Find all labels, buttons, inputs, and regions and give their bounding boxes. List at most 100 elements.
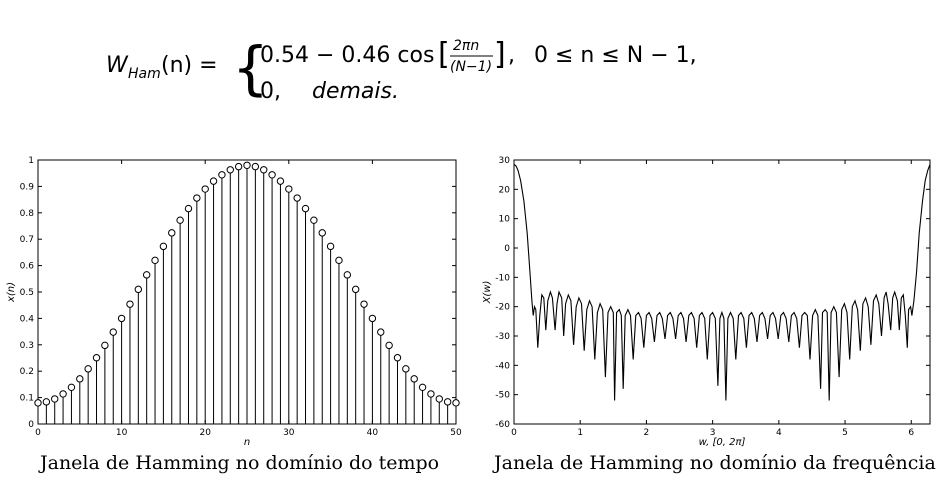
time-domain-chart: 0 10 20 30 40 50 0 0.1 0.2 0.3 0.4 0.5 0.6 0.7 0.8 0.9 1… (6, 156, 462, 448)
formula-case2-cond: demais. (312, 79, 399, 104)
formula-bracket-left: [ (438, 37, 450, 72)
stem-marker (368, 314, 377, 323)
left-ytick-label: 0.9 (20, 182, 35, 192)
stem-marker (42, 398, 51, 406)
left-xtick-label: 0 (35, 428, 41, 438)
stem-marker (285, 185, 293, 193)
caption-frequency-domain: Janela de Hamming no domínio da frequênc… (494, 452, 936, 474)
stem-marker (310, 216, 318, 224)
right-ytick-label: 10 (499, 215, 511, 225)
left-ytick-label: 0.3 (20, 341, 34, 351)
left-ytick-label: 1 (28, 156, 34, 166)
hamming-formula: W Ham (n) = { 0.54 − 0.46 cos [ 2πn (N−1… (106, 34, 697, 104)
stem-marker (243, 161, 251, 169)
right-ytick-label: 30 (499, 156, 511, 166)
stem-marker (84, 365, 92, 373)
stem-marker (293, 194, 301, 202)
formula-case2-expr: 0, (260, 79, 281, 104)
stem-marker (51, 395, 59, 403)
stem-marker (318, 229, 326, 237)
right-xtick-label: 6 (908, 428, 914, 438)
stem-marker (268, 171, 276, 179)
stem-marker (335, 256, 343, 265)
right-ylabel: X(w) (482, 281, 493, 305)
right-ytick-label: -30 (495, 332, 510, 342)
formula-bracket-right: ] (494, 37, 506, 72)
formula-lhs-arg: (n) = (161, 53, 218, 78)
stem-marker (201, 185, 209, 193)
stem-marker (452, 399, 460, 407)
stem-marker (385, 341, 393, 350)
right-ytick-label: -60 (495, 420, 510, 430)
right-ytick-label: -10 (495, 273, 510, 283)
left-ytick-label: 0.8 (20, 209, 35, 219)
stem-marker (418, 383, 427, 392)
stem-marker (159, 242, 168, 251)
right-ytick-label: 0 (504, 244, 510, 254)
stem-marker (193, 194, 201, 202)
stem-marker (117, 314, 126, 323)
left-ytick-label: 0.5 (20, 288, 34, 298)
stem-marker (276, 177, 285, 185)
left-ytick-label: 0.2 (20, 367, 34, 377)
formula-frac-den: (N−1) (450, 59, 492, 75)
frequency-domain-chart: 0 1 2 3 4 5 6 -60 -50 -40 -30 -20 -10 0 10 20 30 w, [0, 2… (482, 156, 931, 448)
right-xtick-label: 2 (644, 428, 650, 438)
left-ytick-label: 0.6 (20, 262, 35, 272)
left-ytick-label: 0.4 (20, 314, 35, 324)
left-ytick-label: 0.1 (20, 394, 34, 404)
right-xtick-label: 4 (776, 428, 782, 438)
stem-marker (176, 216, 184, 224)
stem-marker (443, 398, 452, 406)
formula-frac-num: 2πn (453, 38, 479, 54)
stem-marker (151, 256, 159, 265)
right-ytick-label: -20 (495, 303, 510, 313)
right-ytick-label: -50 (495, 391, 510, 401)
stem-marker (218, 171, 226, 179)
stem-marker (168, 229, 176, 237)
formula-lhs-symbol: W (106, 53, 129, 78)
right-ytick-label: 20 (499, 185, 511, 195)
stem-marker (234, 162, 243, 171)
stem-marker (260, 166, 268, 174)
left-xtick-label: 20 (199, 428, 211, 438)
stem-marker (59, 390, 67, 398)
spectrum-line (513, 163, 931, 401)
stem-marker (184, 204, 193, 213)
stem-marker (435, 395, 443, 403)
caption-time-domain: Janela de Hamming no domínio do tempo (40, 452, 440, 474)
stem-marker (377, 328, 385, 336)
formula-case1-cond: 0 ≤ n ≤ N − 1, (534, 43, 697, 68)
stem-marker (351, 285, 360, 294)
formula-lhs-subscript: Ham (128, 66, 161, 82)
stem-marker (226, 166, 234, 174)
stem-marker (343, 271, 352, 279)
stem-marker (134, 285, 143, 294)
right-ytick-label: -40 (495, 361, 510, 371)
right-xtick-label: 3 (710, 428, 716, 438)
stem-marker (76, 375, 84, 383)
stem-marker (34, 399, 42, 407)
left-xtick-label: 10 (116, 428, 128, 438)
right-axes-frame (513, 159, 931, 425)
right-xlabel: w, [0, 2π] (699, 437, 746, 448)
stem-marker (427, 390, 435, 398)
stem-marker (92, 354, 101, 362)
right-xtick-label: 0 (511, 428, 517, 438)
stem-marker (360, 300, 368, 308)
stem-marker (209, 177, 218, 185)
left-xlabel: n (244, 437, 250, 448)
formula-comma: , (508, 43, 515, 68)
frequency-domain-figure: 0 1 2 3 4 5 6 -60 -50 -40 -30 -20 -10 0 10 20 30 w, [0, 2… (470, 148, 942, 480)
formula-case1-expr: 0.54 − 0.46 cos (260, 43, 434, 68)
time-domain-figure: 0 10 20 30 40 50 0 0.1 0.2 0.3 0.4 0.5 0.6 0.7 0.8 0.9 1… (0, 148, 470, 480)
stem-marker (67, 383, 76, 392)
right-xtick-label: 1 (577, 428, 583, 438)
left-xtick-label: 50 (450, 428, 462, 438)
left-ylabel: x(n) (6, 282, 17, 303)
formula-brace: { (232, 34, 269, 102)
left-ytick-label: 0 (28, 420, 34, 430)
left-ytick-label: 0.7 (20, 235, 34, 245)
left-xtick-label: 30 (283, 428, 295, 438)
stem-marker (126, 300, 134, 308)
